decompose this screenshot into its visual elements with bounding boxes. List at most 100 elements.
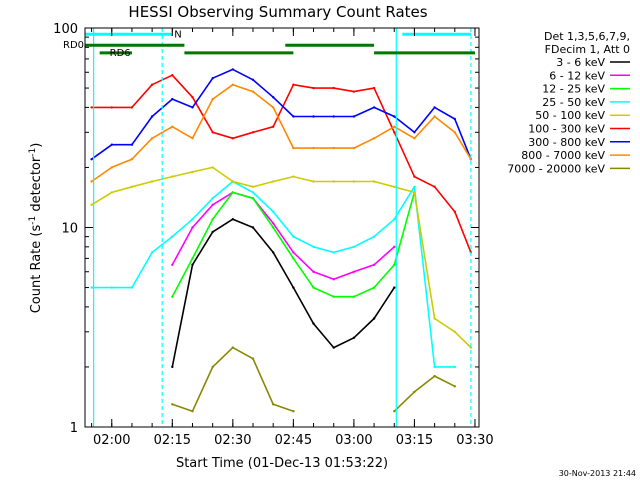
x-tick-label: 02:00 — [93, 433, 130, 448]
data-point — [171, 175, 174, 178]
data-point — [413, 175, 416, 178]
data-point — [332, 115, 335, 118]
data-point — [393, 125, 396, 128]
y-axis-label-superscript: -1 — [28, 216, 38, 225]
data-point — [312, 115, 315, 118]
data-point — [332, 86, 335, 90]
data-point — [90, 180, 93, 183]
data-point — [433, 106, 436, 109]
data-point — [372, 317, 376, 320]
data-point — [292, 146, 295, 150]
legend-entry-label: 6 - 12 keV — [549, 69, 605, 82]
data-point — [453, 131, 456, 134]
data-point — [312, 180, 315, 183]
data-point — [110, 191, 114, 194]
legend-header-line: FDecim 1, Att 0 — [545, 43, 630, 56]
data-point — [272, 96, 275, 99]
data-point — [413, 191, 416, 194]
data-point — [150, 83, 154, 86]
data-point — [312, 245, 315, 248]
data-point — [150, 115, 154, 118]
data-point — [130, 158, 134, 161]
data-point — [393, 286, 396, 289]
data-point — [110, 166, 114, 169]
data-point — [272, 403, 275, 406]
data-point — [372, 286, 376, 289]
data-point — [453, 330, 456, 333]
data-point — [413, 390, 416, 394]
data-point — [211, 77, 214, 80]
data-point — [231, 180, 234, 183]
data-point — [251, 191, 255, 194]
series-line — [171, 191, 395, 281]
data-point — [272, 125, 275, 128]
night-boundary-layer — [93, 28, 472, 427]
data-point — [352, 146, 356, 150]
data-point — [352, 115, 356, 118]
x-tick-label: 02:15 — [154, 433, 191, 448]
data-point — [171, 295, 174, 298]
x-axis-label: Start Time (01-Dec-13 01:53:22) — [176, 456, 388, 471]
data-point — [312, 146, 315, 150]
data-point — [393, 131, 396, 134]
data-point — [272, 222, 275, 225]
data-point — [211, 230, 214, 234]
data-point — [372, 263, 376, 266]
data-point — [272, 226, 275, 229]
legend-entry-label: 100 - 300 keV — [528, 123, 605, 136]
data-point — [292, 115, 295, 118]
flag-label: N — [174, 29, 181, 40]
data-point — [352, 90, 356, 93]
y-tick-label: 10 — [61, 222, 78, 237]
data-point — [332, 346, 335, 349]
data-point — [433, 365, 436, 369]
data-point — [211, 365, 214, 369]
series-line — [91, 83, 472, 183]
data-point — [312, 286, 315, 289]
generation-timestamp: 30-Nov-2013 21:44 — [559, 469, 636, 478]
data-point — [130, 143, 134, 146]
data-point — [393, 185, 396, 188]
y-axis-label-part: ) — [29, 143, 44, 148]
series-line — [91, 74, 472, 253]
data-point — [231, 68, 234, 71]
data-point — [413, 137, 416, 140]
data-point — [453, 365, 456, 369]
data-point — [171, 365, 174, 369]
data-point — [433, 374, 436, 378]
data-point — [191, 263, 194, 266]
data-point — [469, 158, 473, 161]
data-point — [372, 86, 376, 90]
data-point — [332, 295, 335, 298]
series-line — [91, 166, 472, 349]
data-point — [231, 191, 234, 194]
data-point — [251, 185, 255, 188]
data-point — [332, 146, 335, 150]
legend-entry-label: 25 - 50 keV — [542, 96, 605, 109]
data-point — [171, 97, 174, 101]
data-point — [312, 322, 315, 325]
data-point — [251, 90, 255, 93]
data-point — [292, 83, 295, 86]
data-point — [393, 115, 396, 118]
data-point — [231, 346, 234, 349]
data-point — [352, 270, 356, 273]
flag-label: RD0 — [63, 40, 84, 51]
legend-header-line: Det 1,3,5,6,7,9, — [544, 30, 630, 43]
data-point — [393, 263, 396, 266]
data-point — [110, 143, 114, 146]
data-point — [211, 97, 214, 101]
legend-entry-label: 7000 - 20000 keV — [507, 162, 605, 175]
data-point — [231, 83, 234, 86]
legend: Det 1,3,5,6,7,9, FDecim 1, Att 0 3 - 6 k… — [507, 30, 630, 175]
data-point — [191, 170, 194, 174]
data-point — [211, 197, 214, 200]
data-point — [292, 251, 295, 254]
data-point — [171, 125, 174, 128]
data-point — [453, 117, 456, 121]
data-point — [90, 203, 93, 206]
legend-entry-label: 300 - 800 keV — [528, 136, 605, 149]
data-point — [251, 131, 255, 134]
